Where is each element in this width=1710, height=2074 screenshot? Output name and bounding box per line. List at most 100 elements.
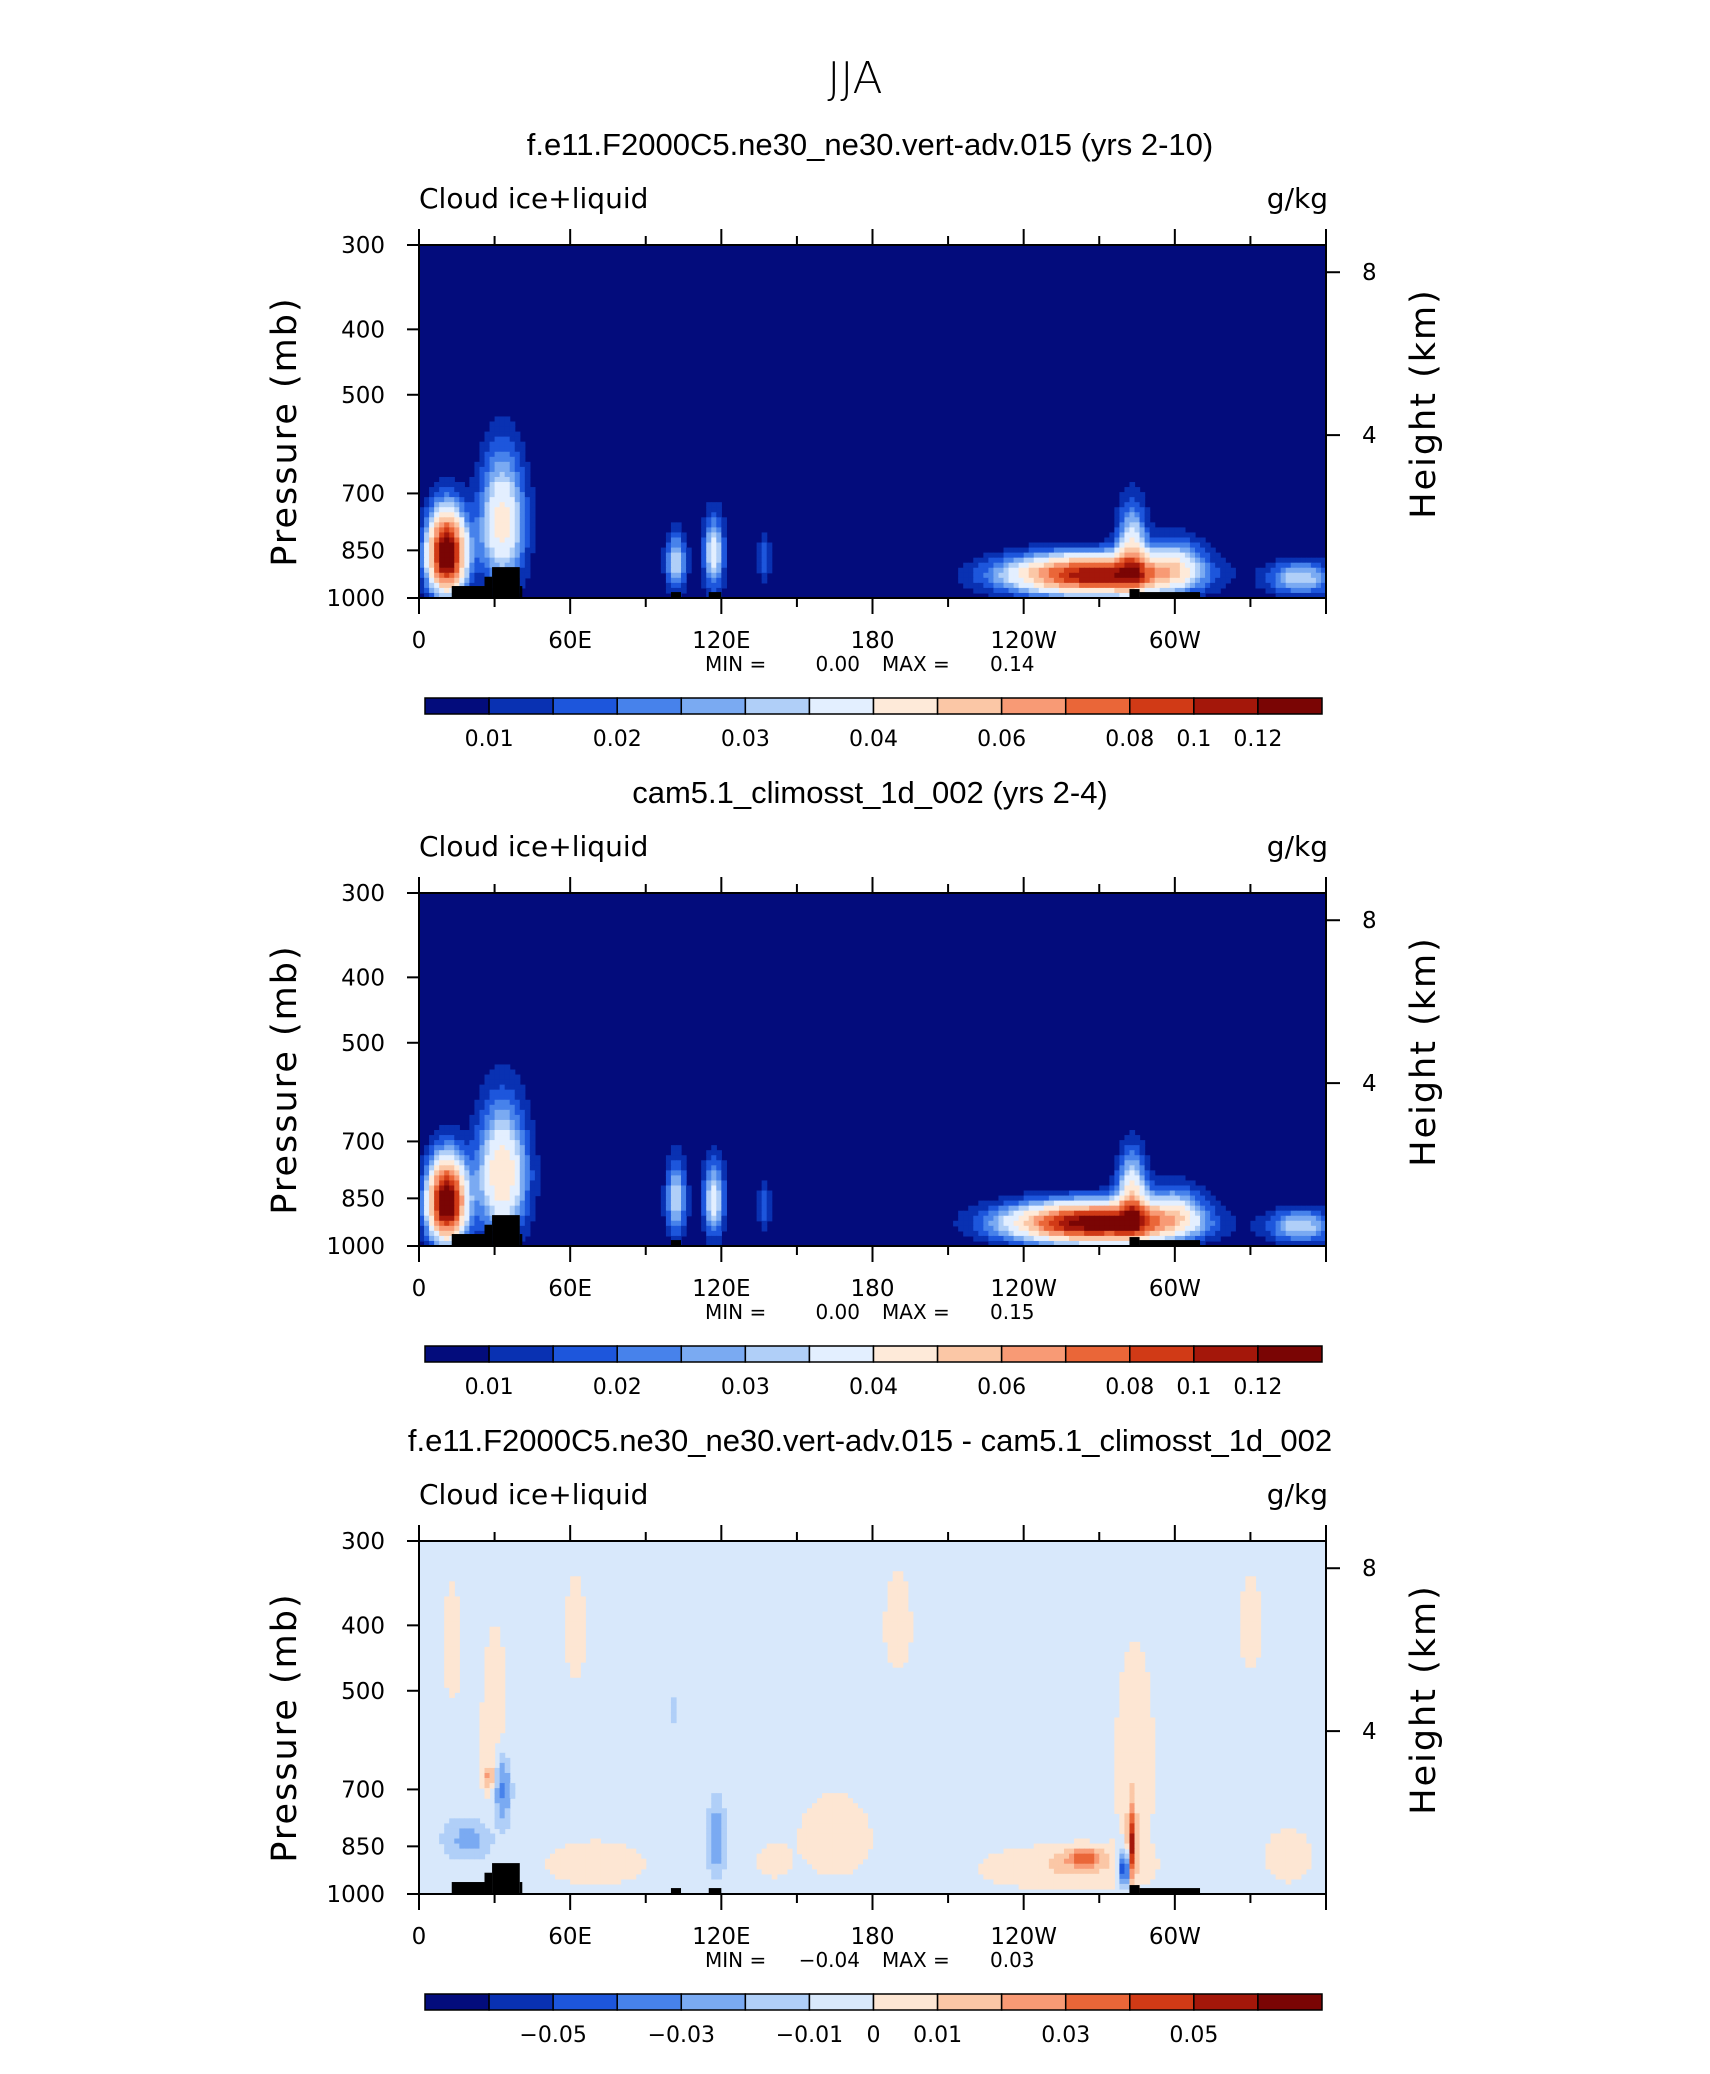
field-cell [454,1601,460,1608]
field-cell [978,587,984,594]
field-cell [1200,1230,1206,1237]
field-cell [509,1180,516,1187]
field-cell [519,502,526,508]
field-cell [580,1641,586,1648]
field-cell [716,522,722,528]
field-cell [1074,1858,1080,1865]
field-cell [1114,1160,1121,1166]
field-cell [1144,1818,1151,1824]
field-cell [484,1722,491,1729]
field-cell [1124,1778,1131,1784]
field-cell [670,1717,677,1724]
field-cell [1124,1757,1131,1764]
colorbar-label: 0.08 [1105,1375,1154,1400]
field-cell [897,1621,904,1628]
field-cell [1084,1205,1090,1212]
field-cell [766,1853,773,1860]
field-cell [1205,1195,1211,1202]
field-cell [998,572,1005,579]
field-cell [998,562,1005,569]
field-cell [1129,1838,1136,1845]
field-cell [1008,1210,1015,1217]
field-cell [686,1200,692,1207]
field-cell [534,1160,541,1166]
field-cell [892,1626,899,1633]
field-cell [978,1230,984,1237]
field-cell [1139,527,1146,534]
field-cell [524,547,531,554]
field-cell [424,517,430,523]
field-cell [706,1155,712,1161]
field-cell [1215,567,1221,574]
field-cell [424,547,430,554]
field-cell [887,1641,894,1648]
field-cell [434,482,440,488]
field-cell [721,1833,727,1840]
field-cell [1053,572,1060,579]
field-cell [499,1069,506,1076]
field-cell [958,1220,964,1227]
field-cell [565,1641,571,1648]
field-cell [519,1235,526,1242]
field-cell [419,1175,425,1182]
field-cell [595,1858,601,1865]
max-label: MAX = [882,1948,950,1972]
field-cell [716,1803,722,1809]
field-cell [519,456,526,463]
field-cell [469,1230,476,1237]
field-cell [464,567,470,574]
field-cell [1200,1210,1206,1217]
field-cell [670,1155,677,1161]
field-cell [1290,1240,1297,1246]
field-cell [454,1140,460,1146]
field-cell [509,471,516,478]
field-cell [1179,1235,1186,1242]
field-cell [716,1240,722,1246]
field-cell [706,527,712,534]
field-cell [882,1636,889,1643]
field-cell [519,577,526,584]
field-cell [504,1783,511,1789]
field-cell [1159,557,1166,564]
field-cell [444,547,450,554]
field-cell [519,1145,526,1151]
field-cell [494,522,501,528]
field-cell [444,1210,450,1217]
field-cell [1280,557,1287,564]
field-cell [509,557,516,564]
field-cell [449,1823,455,1830]
field-cell [494,1732,501,1739]
field-cell [1275,1205,1282,1212]
field-cell [1063,1190,1070,1197]
field-cell [1119,1868,1126,1875]
field-cell [1179,1215,1186,1222]
field-cell [489,1094,496,1101]
field-cell [489,502,496,508]
field-cell [1144,1853,1151,1860]
field-cell [1139,502,1146,508]
field-cell [449,492,455,498]
field-cell [469,1114,476,1121]
field-cell [494,1175,501,1182]
field-cell [993,1225,1000,1232]
field-cell [1129,1878,1136,1885]
field-cell [1124,532,1131,539]
field-cell [464,1215,470,1222]
field-cell [716,1220,722,1227]
field-cell [1174,552,1181,559]
field-cell [1210,557,1216,564]
field-cell [1149,527,1156,534]
field-cell [842,1793,848,1799]
field-cell [464,1155,470,1161]
field-cell [524,1225,531,1232]
field-cell [444,497,450,503]
field-cell [449,1848,455,1855]
field-cell [1109,547,1115,554]
field-cell [1154,532,1161,539]
field-cell [1134,552,1141,559]
field-cell [509,1190,516,1197]
field-cell [1129,1135,1136,1141]
field-cell [1048,1843,1055,1850]
field-cell [993,1863,1000,1870]
field-cell [827,1868,833,1875]
